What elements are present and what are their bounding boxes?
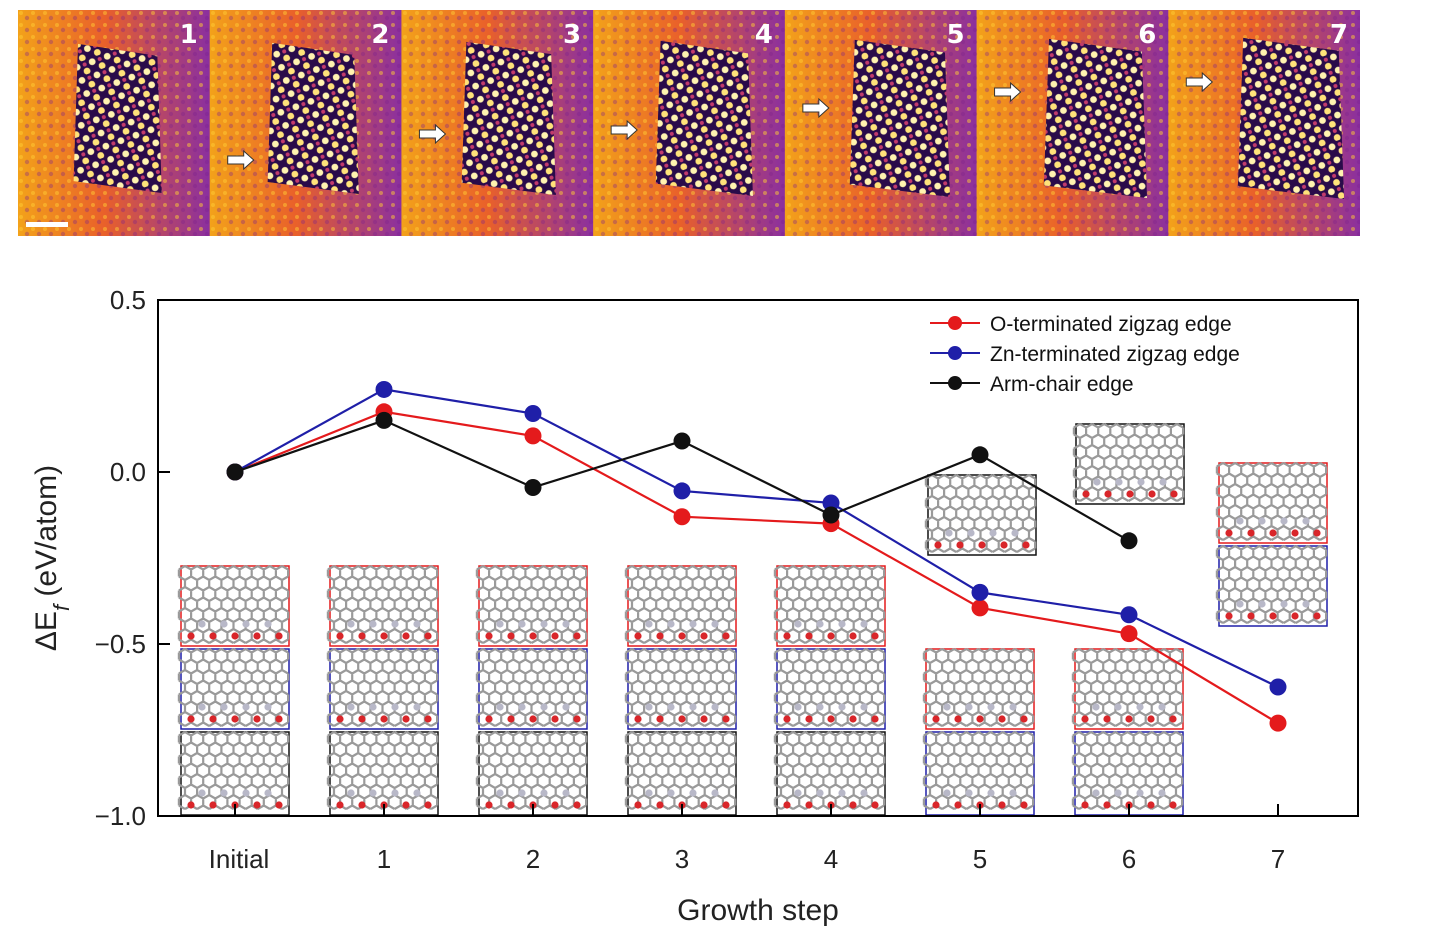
data-point-arm-chair <box>673 432 691 450</box>
data-point-zn-terminated <box>971 583 989 601</box>
crystal-lattice-7 <box>1237 37 1345 200</box>
tem-panel-6: 6 <box>976 10 1169 236</box>
crystal-lattice-1 <box>73 43 162 194</box>
legend-entry-o-terminated: O-terminated zigzag edge <box>930 313 1232 336</box>
data-point-zn-terminated <box>524 405 542 423</box>
crystal-lattice-4 <box>655 40 753 197</box>
structure-inset-zn-4 <box>773 648 886 730</box>
x-axis-label: Growth step <box>677 894 839 927</box>
panel-number-1: 1 <box>180 20 198 50</box>
series-zn-terminated <box>226 380 1287 696</box>
panel-number-7: 7 <box>1330 20 1348 50</box>
tem-panel-4: 4 <box>593 10 786 236</box>
structure-inset-o-6 <box>1071 648 1184 730</box>
data-point-zn-terminated <box>673 482 691 500</box>
y-tick-label: 0.0 <box>110 457 146 487</box>
plot-frame <box>157 299 1359 817</box>
structure-inset-o-4 <box>773 565 886 647</box>
crystal-lattice-3 <box>461 41 556 196</box>
structure-inset-o-5 <box>922 648 1035 730</box>
legend-entry-zn-terminated: Zn-terminated zigzag edge <box>930 343 1240 366</box>
data-point-arm-chair <box>822 506 840 524</box>
structure-inset-o-1 <box>326 565 439 647</box>
tem-panel-7: 7 <box>1168 10 1360 236</box>
tem-panel-5: 5 <box>784 10 978 236</box>
growth-arrow-icon <box>227 149 255 171</box>
tem-image-strip: 1 2 3 4 5 6 7 <box>18 10 1360 236</box>
data-point-zn-terminated <box>1269 678 1287 696</box>
structure-inset-zn-1 <box>326 648 439 730</box>
legend: O-terminated zigzag edge Zn-terminated z… <box>930 313 1240 396</box>
y-tick-label: 0.5 <box>110 285 146 315</box>
x-tick-label: 4 <box>824 844 838 874</box>
x-tick-label: 2 <box>526 844 540 874</box>
structure-inset-o-7 <box>1215 462 1328 544</box>
panel-number-4: 4 <box>755 20 773 50</box>
growth-arrow-icon <box>1185 71 1214 93</box>
x-tick-label: Initial <box>209 844 270 874</box>
x-tick-label: 3 <box>675 844 689 874</box>
scale-bar <box>26 222 68 227</box>
data-point-arm-chair <box>226 463 244 481</box>
legend-entry-arm-chair: Arm-chair edge <box>930 373 1134 396</box>
data-point-zn-terminated <box>375 380 393 398</box>
panel-number-5: 5 <box>946 20 964 50</box>
data-point-o-terminated <box>971 599 989 617</box>
panel-number-6: 6 <box>1138 20 1156 50</box>
structure-inset-zn-0 <box>177 648 290 730</box>
structure-inset-zn-6 <box>1071 731 1184 816</box>
data-point-zn-terminated <box>822 494 840 512</box>
series-arm-chair <box>226 411 1138 550</box>
data-point-o-terminated <box>673 508 691 526</box>
structure-inset-arm-5 <box>924 474 1037 556</box>
structure-inset-o-2 <box>475 565 588 647</box>
x-tick-label: 1 <box>377 844 391 874</box>
structure-inset-arm-3 <box>624 731 737 816</box>
structure-inset-o-3 <box>624 565 737 647</box>
legend-label-arm-chair: Arm-chair edge <box>990 373 1134 396</box>
crystal-lattice-6 <box>1043 38 1148 199</box>
panel-number-2: 2 <box>371 20 389 50</box>
y-tick-label: −1.0 <box>95 801 146 831</box>
growth-arrow-icon <box>802 97 830 119</box>
data-point-arm-chair <box>971 446 989 464</box>
panel-number-3: 3 <box>563 20 581 50</box>
data-point-o-terminated <box>1120 625 1138 643</box>
data-point-o-terminated <box>524 427 542 445</box>
structure-inset-arm-6 <box>1072 423 1185 505</box>
structure-inset-arm-4 <box>773 731 886 816</box>
data-point-zn-terminated <box>1120 606 1138 624</box>
structure-inset-o-0 <box>177 565 290 647</box>
data-point-arm-chair <box>524 478 542 496</box>
data-point-o-terminated <box>1269 714 1287 732</box>
structure-inset-zn-7 <box>1215 545 1328 627</box>
growth-arrow-icon <box>994 81 1022 103</box>
x-tick-label: 6 <box>1122 844 1136 874</box>
data-point-arm-chair <box>375 411 393 429</box>
tem-panel-1: 1 <box>18 10 211 236</box>
crystal-lattice-5 <box>849 39 950 198</box>
growth-arrow-icon <box>610 119 638 141</box>
y-axis-label: ΔEf (eV/atom) <box>30 465 74 651</box>
y-tick-label: −0.5 <box>95 629 146 659</box>
x-tick-label: 7 <box>1271 844 1285 874</box>
legend-label-zn-terminated: Zn-terminated zigzag edge <box>990 343 1240 366</box>
structure-inset-arm-0 <box>177 731 290 816</box>
structure-inset-zn-2 <box>475 648 588 730</box>
structure-inset-zn-5 <box>922 731 1035 816</box>
x-tick-label: 5 <box>973 844 987 874</box>
legend-label-o-terminated: O-terminated zigzag edge <box>990 313 1232 336</box>
data-point-arm-chair <box>1120 532 1138 550</box>
structure-inset-arm-2 <box>475 731 588 816</box>
series-line-zn-terminated <box>234 388 1279 688</box>
tem-panel-3: 3 <box>401 10 594 236</box>
growth-arrow-icon <box>418 123 447 145</box>
series-line-o-terminated <box>234 410 1279 725</box>
structure-inset-zn-3 <box>624 648 737 730</box>
crystal-lattice-2 <box>267 42 359 195</box>
tem-panel-2: 2 <box>209 10 402 236</box>
structure-inset-arm-1 <box>326 731 439 816</box>
